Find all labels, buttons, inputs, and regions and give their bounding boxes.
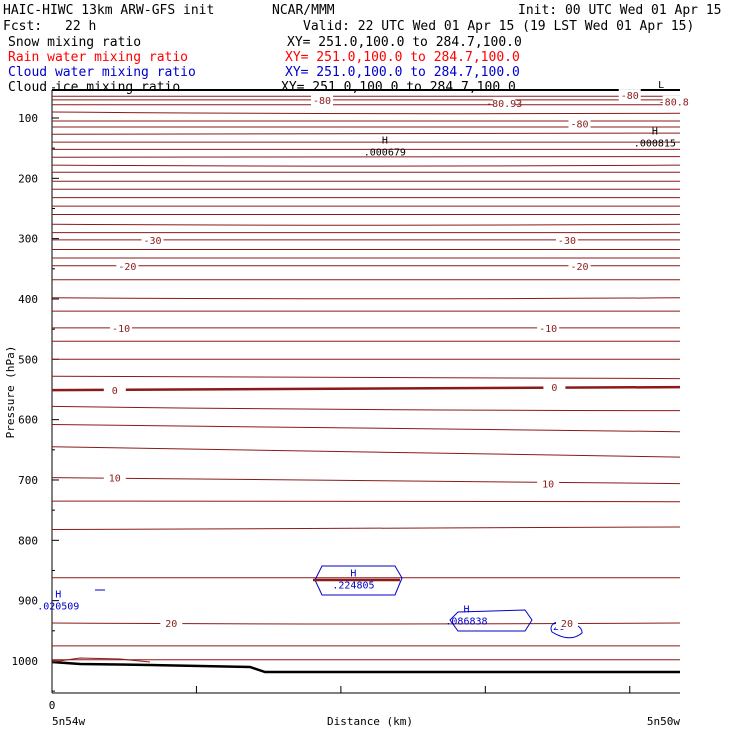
legend-xy-cloud-water: XY= 251.0,100.0 to 284.7,100.0 — [285, 65, 520, 80]
legend-name-rain: Rain water mixing ratio — [8, 50, 188, 65]
x-right-label: 5n50w — [647, 715, 680, 728]
contour-line — [51, 375, 681, 380]
contour-label-bg — [568, 259, 591, 272]
y-tick-label: 300 — [18, 233, 38, 246]
contour-label-bg — [537, 477, 560, 490]
contour-label: -20 — [118, 262, 136, 273]
y-tick-label: 400 — [18, 293, 38, 306]
legend-name-cloud-ice: Cloud ice mixing ratio — [8, 80, 180, 95]
contour-label-bg — [141, 233, 164, 246]
y-tick-label: 500 — [18, 353, 38, 366]
contour-line — [51, 132, 681, 135]
contour-line — [51, 385, 681, 392]
contour-label-bg — [568, 117, 591, 130]
y-tick-label: 200 — [18, 172, 38, 185]
legend-xy-cloud-ice: XY= 251.0,100.0 to 284.7,100.0 — [281, 80, 516, 95]
contour-label-bg — [537, 321, 560, 334]
contour-label-bg — [555, 616, 578, 629]
y-tick-label: 100 — [18, 112, 38, 125]
contour-label-bg — [110, 321, 133, 334]
cloud-water-contour-2 — [449, 609, 533, 632]
y-ticks: 100 200 300 400 500 600 700 800 900 1000 — [12, 87, 59, 692]
surface-contour — [51, 657, 151, 663]
legend-xy-snow: XY= 251.0,100.0 to 284.7,100.0 — [287, 35, 522, 50]
extremum-value: .224805 — [332, 581, 374, 592]
surface-line — [51, 660, 680, 674]
contour-label: -30 — [558, 236, 576, 247]
contour-label-bg — [160, 616, 183, 629]
contour-line — [51, 405, 681, 412]
x-axis-title: Distance (km) — [327, 715, 413, 728]
contour-label: -10 — [112, 324, 130, 335]
contour-label: 0 — [112, 386, 118, 397]
contour-label: 10 — [109, 474, 121, 485]
legend-name-snow: Snow mixing ratio — [8, 35, 141, 50]
extremum-kind: L — [658, 80, 664, 91]
contour-label: -80.8 — [659, 98, 689, 109]
contour-line — [51, 164, 681, 167]
extremum-value: .000679 — [364, 147, 406, 158]
legend-xy-rain: XY= 251.0,100.0 to 284.7,100.0 — [285, 50, 520, 65]
contour-label: 10 — [542, 480, 554, 491]
extremum-kind: H — [652, 126, 658, 137]
contour-label-bg — [618, 89, 641, 102]
contour-label: -10 — [539, 324, 557, 335]
y-tick-label: 800 — [18, 534, 38, 547]
contour-label: -30 — [143, 236, 161, 247]
extremum-value: .020509 — [37, 602, 79, 613]
fcst-label: Fcst: — [3, 19, 42, 34]
extremum-value: .000815 — [634, 138, 676, 149]
contour-label-bg — [493, 96, 516, 109]
contour-line — [51, 297, 681, 300]
contour-line — [51, 500, 681, 503]
contour-label: -20 — [570, 262, 588, 273]
y-axis-title: Pressure (hPa) — [4, 346, 17, 439]
contour-label-bg — [555, 233, 578, 246]
x-ticks — [51, 686, 631, 693]
legend-name-cloud-water: Cloud water mixing ratio — [8, 65, 196, 80]
x-left-label: 5n54w — [52, 715, 85, 728]
y-tick-label: 900 — [18, 595, 38, 608]
contour-line — [51, 223, 681, 226]
contour-label: -80.93 — [486, 99, 522, 110]
contour-labels: -80 -80 -80.8 -80.93 -80 -30 -30 -20 -20 -10 -10 0 0… — [103, 89, 689, 630]
extremum-kind: H — [350, 569, 356, 580]
contour-label-bg — [116, 259, 139, 272]
contour-line — [51, 477, 681, 485]
x-origin-label: 0 — [49, 699, 56, 712]
init-time: Init: 00 UTC Wed 01 Apr 15 — [518, 3, 722, 18]
title-org: NCAR/MMM — [272, 3, 335, 18]
contour-line — [51, 424, 681, 433]
contour-label-bg — [103, 471, 126, 484]
contour-label: 0 — [551, 383, 557, 394]
y-tick-label: 700 — [18, 474, 38, 487]
contour-label: 20 — [165, 619, 177, 630]
legend: Snow mixing ratio XY= 251.0,100.0 to 284… — [8, 35, 522, 95]
contour-label-bg — [103, 384, 126, 397]
valid-time: Valid: 22 UTC Wed 01 Apr 15 (19 LST Wed … — [303, 19, 694, 34]
contour-label: -80 — [621, 91, 639, 102]
contour-label: -80 — [570, 119, 588, 130]
contour-line — [51, 622, 681, 625]
contour-label-bg — [662, 95, 685, 108]
contour-label-bg — [543, 381, 566, 394]
title-left: HAIC-HIWC 13km ARW-GFS init — [3, 3, 214, 18]
contour-label: -80 — [313, 96, 331, 107]
temperature-contours — [51, 95, 681, 661]
extremum-kind: H — [55, 590, 61, 601]
y-tick-label: 1000 — [12, 655, 39, 668]
contour-label: 20 — [561, 619, 573, 630]
fcst-value: 22 h — [65, 19, 96, 34]
contour-line — [51, 446, 681, 458]
contour-label-bg — [311, 93, 334, 106]
contour-line — [51, 526, 681, 530]
extremum-kind: H — [463, 605, 469, 616]
extremum-value: .086838 — [445, 617, 487, 628]
y-tick-label: 600 — [18, 414, 38, 427]
extremum-kind: H — [382, 135, 388, 146]
contour-line — [51, 111, 681, 115]
contour-line — [51, 156, 681, 158]
